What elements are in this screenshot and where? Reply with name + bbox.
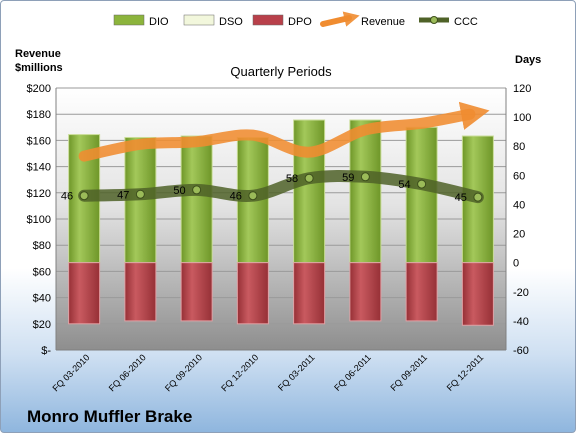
ccc-marker <box>135 189 145 199</box>
dpo-bar <box>349 262 382 322</box>
bars <box>68 119 494 326</box>
ccc-data-label: 47 <box>117 189 129 201</box>
ccc-marker <box>360 172 370 182</box>
ccc-marker <box>192 185 202 195</box>
dpo-bar <box>461 262 494 326</box>
legend: DIO DSO DPO Revenue CCC <box>113 11 478 28</box>
dpo-bar <box>236 262 269 325</box>
right-axis-title: Days <box>515 54 542 66</box>
ccc-marker <box>79 191 89 201</box>
x-tick-label: FQ 03-2011 <box>276 352 317 393</box>
right-tick-label: -60 <box>513 345 529 357</box>
data-labels: 46 47 50 46 58 59 54 45 <box>61 172 467 204</box>
dpo-bar <box>180 262 213 322</box>
chart-title: Quarterly Periods <box>230 64 332 79</box>
left-axis-title: Revenue $millions <box>15 47 63 75</box>
dio-legend-swatch <box>113 14 145 26</box>
right-tick-label: 40 <box>513 199 525 211</box>
right-tick-label: 20 <box>513 229 525 241</box>
ccc-legend-marker <box>430 16 438 24</box>
x-tick-label: FQ 12-2011 <box>445 352 486 393</box>
left-tick-label: $40 <box>33 293 51 305</box>
revenue-legend-label: Revenue <box>361 16 405 28</box>
ccc-data-label: 58 <box>286 173 298 185</box>
x-tick-label: FQ 03-2010 <box>51 352 92 393</box>
dio-bar <box>405 126 438 264</box>
revenue-legend-swatch <box>320 11 360 27</box>
dio-bar <box>180 135 213 264</box>
right-tick-label: 0 <box>513 258 519 270</box>
left-tick-label: $- <box>41 345 51 357</box>
ccc-data-label: 50 <box>173 185 185 197</box>
revenue-line <box>78 101 490 162</box>
dpo-bar <box>124 262 157 322</box>
dpo-bar <box>293 262 326 325</box>
left-tick-label: $160 <box>27 135 51 147</box>
ccc-legend-label: CCC <box>454 16 478 28</box>
left-tick-label: $20 <box>33 319 51 331</box>
left-tick-label: $200 <box>27 83 51 95</box>
left-axis-title-line1: Revenue <box>15 48 61 60</box>
x-tick-label: FQ 06-2011 <box>332 352 373 393</box>
left-tick-label: $140 <box>27 162 51 174</box>
x-tick-label: FQ 06-2010 <box>107 352 148 393</box>
ccc-data-label: 46 <box>61 191 73 203</box>
company-name: Monro Muffler Brake <box>27 407 193 426</box>
ccc-data-label: 45 <box>455 192 467 204</box>
ccc-marker <box>248 191 258 201</box>
right-tick-label: -40 <box>513 316 529 328</box>
left-tick-label: $120 <box>27 188 51 200</box>
ccc-data-label: 46 <box>230 191 242 203</box>
ccc-marker <box>473 192 483 202</box>
right-tick-label: 80 <box>513 141 525 153</box>
dpo-legend-swatch <box>252 14 284 26</box>
left-tick-label: $60 <box>33 266 51 278</box>
left-tick-label: $80 <box>33 240 51 252</box>
dso-legend-label: DSO <box>219 16 243 28</box>
left-axis-title-line2: $millions <box>15 62 63 74</box>
right-tick-label: 120 <box>513 83 531 95</box>
dso-legend-swatch <box>183 14 215 26</box>
left-tick-label: $180 <box>27 109 51 121</box>
right-tick-label: -20 <box>513 287 529 299</box>
dio-bar <box>349 119 382 264</box>
dpo-bar <box>68 262 101 325</box>
ccc-line <box>78 169 484 204</box>
right-tick-label: 100 <box>513 112 531 124</box>
dpo-bar <box>405 262 438 322</box>
ccc-marker <box>417 179 427 189</box>
dio-legend-label: DIO <box>149 16 169 28</box>
dio-bar <box>293 119 326 264</box>
dpo-legend-label: DPO <box>288 16 312 28</box>
x-tick-label: FQ 09-2010 <box>163 352 204 393</box>
lines <box>78 101 490 204</box>
x-tick-label: FQ 12-2010 <box>219 352 260 393</box>
ccc-data-label: 54 <box>398 179 410 191</box>
ccc-data-label: 59 <box>342 172 354 184</box>
ccc-marker <box>304 173 314 183</box>
left-tick-label: $100 <box>27 214 51 226</box>
x-tick-label: FQ 09-2011 <box>388 352 429 393</box>
right-tick-label: 60 <box>513 170 525 182</box>
